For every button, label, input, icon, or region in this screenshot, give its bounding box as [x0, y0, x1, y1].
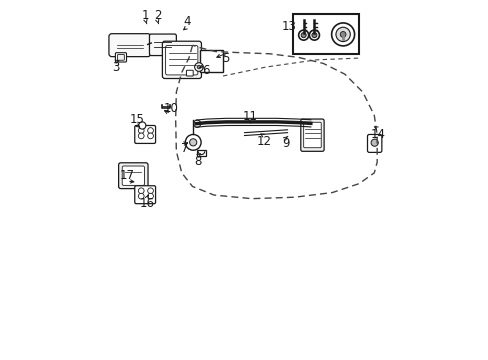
Text: 1: 1 — [142, 9, 149, 22]
Circle shape — [335, 27, 349, 41]
FancyBboxPatch shape — [165, 45, 198, 75]
Circle shape — [311, 33, 316, 38]
FancyBboxPatch shape — [303, 122, 321, 148]
Text: 15: 15 — [129, 113, 144, 126]
Circle shape — [147, 188, 153, 194]
Text: 9: 9 — [282, 137, 289, 150]
Circle shape — [331, 23, 354, 46]
FancyBboxPatch shape — [149, 34, 176, 55]
Text: 4: 4 — [183, 15, 190, 28]
Circle shape — [340, 32, 346, 37]
Circle shape — [147, 133, 153, 139]
FancyBboxPatch shape — [122, 166, 144, 185]
Text: 16: 16 — [139, 197, 154, 210]
FancyBboxPatch shape — [135, 186, 155, 204]
FancyBboxPatch shape — [162, 41, 201, 78]
Circle shape — [138, 193, 144, 199]
Circle shape — [197, 65, 201, 69]
Circle shape — [138, 128, 144, 134]
Text: 5: 5 — [222, 52, 229, 65]
Circle shape — [147, 128, 153, 134]
FancyBboxPatch shape — [135, 126, 155, 143]
Polygon shape — [197, 150, 205, 156]
Circle shape — [139, 122, 145, 129]
Circle shape — [370, 139, 378, 146]
Circle shape — [309, 30, 319, 40]
Text: 14: 14 — [369, 127, 385, 141]
Circle shape — [138, 133, 144, 139]
Text: 8: 8 — [194, 155, 201, 168]
Text: 2: 2 — [154, 9, 161, 22]
FancyBboxPatch shape — [186, 70, 193, 76]
FancyBboxPatch shape — [119, 163, 148, 189]
Circle shape — [138, 188, 144, 194]
Text: 17: 17 — [119, 169, 134, 182]
Bar — [199, 50, 223, 72]
Text: 3: 3 — [111, 60, 119, 73]
FancyBboxPatch shape — [115, 53, 126, 62]
Circle shape — [189, 139, 196, 146]
Text: 6: 6 — [202, 64, 209, 77]
Text: 11: 11 — [242, 110, 257, 123]
Text: 7: 7 — [181, 142, 188, 155]
Text: 10: 10 — [163, 102, 178, 115]
FancyBboxPatch shape — [117, 54, 124, 60]
FancyBboxPatch shape — [109, 34, 150, 57]
Text: 13: 13 — [281, 20, 296, 33]
Text: 12: 12 — [256, 135, 271, 148]
Circle shape — [185, 134, 201, 150]
Circle shape — [301, 33, 305, 38]
Circle shape — [193, 120, 201, 127]
Circle shape — [194, 63, 203, 71]
Circle shape — [147, 193, 153, 199]
Circle shape — [298, 30, 308, 40]
Circle shape — [306, 120, 314, 127]
FancyBboxPatch shape — [300, 119, 324, 151]
FancyBboxPatch shape — [367, 134, 381, 152]
Bar — [292, 14, 359, 54]
